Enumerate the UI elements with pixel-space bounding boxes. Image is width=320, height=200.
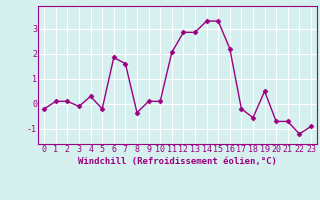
X-axis label: Windchill (Refroidissement éolien,°C): Windchill (Refroidissement éolien,°C) (78, 157, 277, 166)
